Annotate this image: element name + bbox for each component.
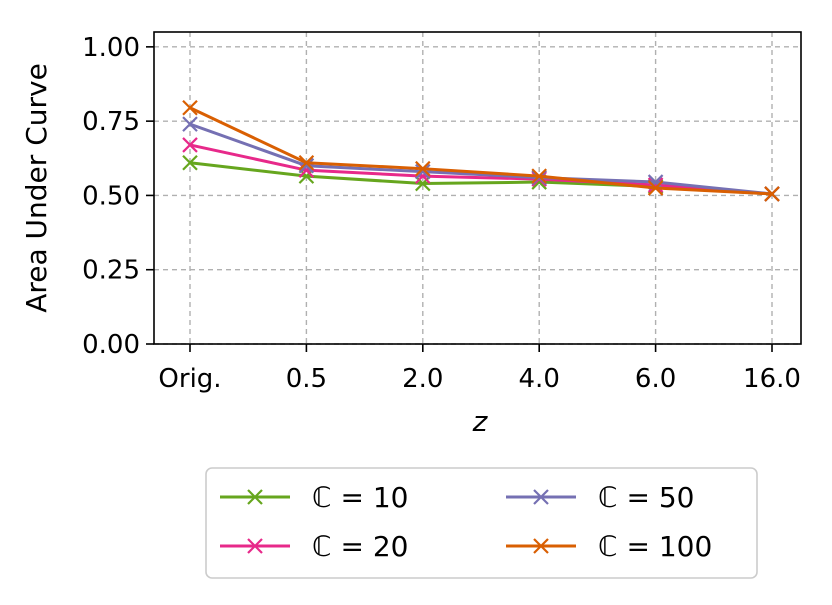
x-axis-label: z: [472, 405, 489, 438]
legend-label: ℂ = 10: [312, 481, 408, 514]
x-tick-label: 6.0: [635, 364, 676, 394]
data-point-marker: [298, 154, 315, 171]
legend-label: ℂ = 50: [598, 481, 694, 514]
series-line-group: [182, 99, 780, 202]
y-tick-label: 0.00: [82, 330, 140, 360]
data-point-marker: [182, 137, 198, 153]
x-tick-label: 2.0: [402, 364, 443, 394]
x-axis: Orig. 0.5 2.0 4.0 6.0 16.0: [158, 344, 801, 394]
x-tick-label: 0.5: [286, 364, 327, 394]
series-line: [189, 143, 773, 196]
data-point-marker: [415, 160, 431, 177]
data-point-marker: [182, 99, 198, 116]
data-point-marker: [182, 154, 198, 171]
legend-label: ℂ = 100: [598, 530, 712, 563]
series-line: [189, 122, 773, 196]
series-line: [189, 106, 773, 196]
legend-marker: [247, 538, 263, 554]
legend-frame: [205, 467, 758, 579]
y-tick-label: 0.50: [82, 181, 140, 211]
plot-frame: [153, 31, 802, 345]
legend-item: ℂ = 50: [506, 481, 694, 514]
x-tick-label: 16.0: [743, 364, 801, 394]
legend-marker: [533, 489, 549, 505]
y-tick-label: 1.00: [82, 33, 140, 63]
data-point-marker: [531, 168, 547, 184]
legend-item: ℂ = 100: [506, 530, 712, 563]
x-tick-label: Orig.: [158, 364, 221, 394]
data-point-marker: [415, 175, 431, 192]
legend-marker: [247, 489, 263, 505]
y-tick-label: 0.25: [82, 256, 140, 286]
data-point-marker: [182, 116, 198, 132]
legend-item: ℂ = 10: [220, 481, 408, 514]
legend: ℂ = 10 ℂ = 20 ℂ = 50 ℂ = 100: [205, 467, 758, 579]
y-tick-label: 0.75: [82, 107, 140, 137]
data-point-marker: [647, 180, 664, 196]
y-axis-label: Area Under Curve: [20, 63, 53, 313]
series-group: [182, 99, 780, 202]
legend-item: ℂ = 20: [220, 530, 408, 563]
data-point-marker: [764, 186, 780, 202]
y-axis: 0.00 0.25 0.50 0.75 1.00: [82, 33, 154, 360]
x-tick-label: 4.0: [519, 364, 560, 394]
legend-label: ℂ = 20: [312, 530, 408, 563]
legend-marker: [533, 538, 549, 554]
